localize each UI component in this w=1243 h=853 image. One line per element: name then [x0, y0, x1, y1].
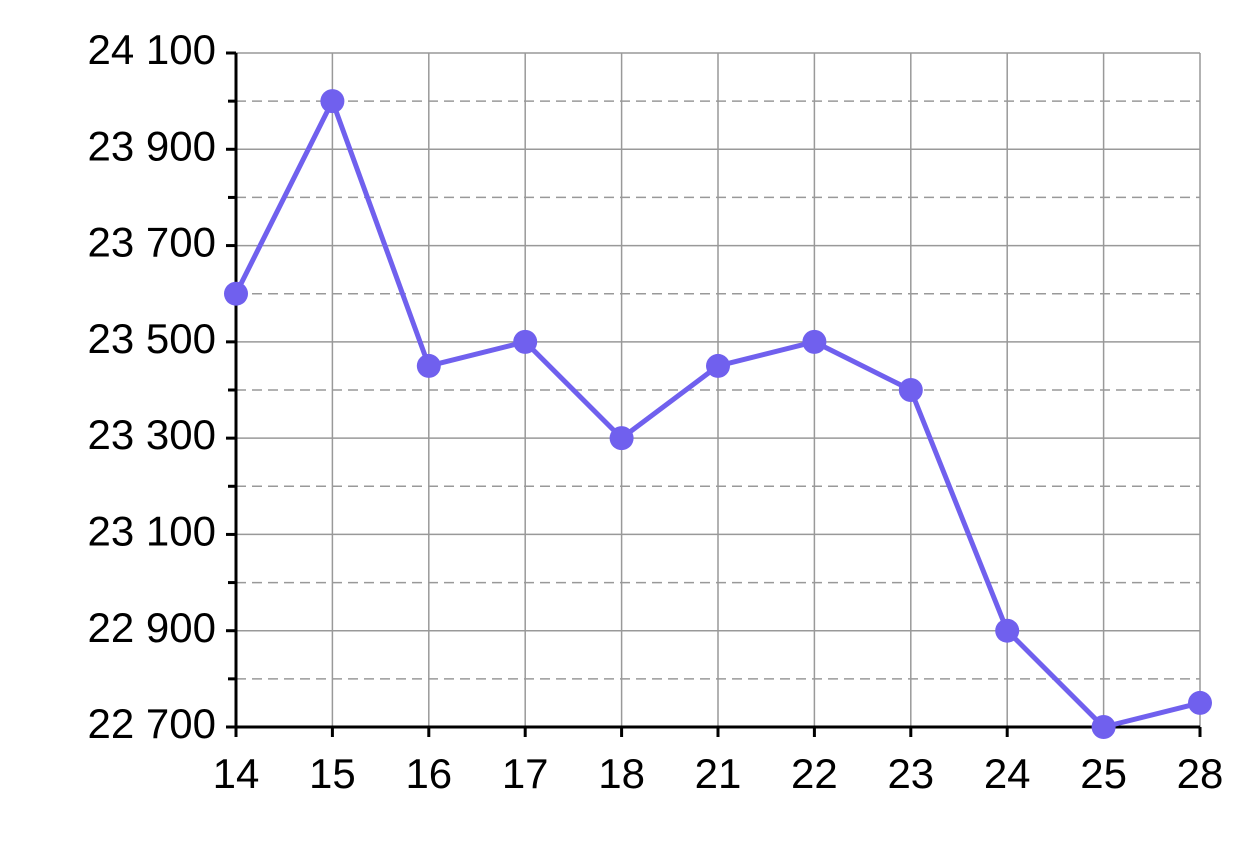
point: [1188, 690, 1212, 715]
x-tick-label: 14: [213, 750, 260, 797]
y-tick-label: 22 900: [88, 604, 216, 651]
x-tick-label: 18: [598, 750, 645, 797]
y-tick-label: 23 100: [88, 508, 216, 555]
x-tick-label: 16: [405, 750, 452, 797]
x-tick-label: 23: [887, 750, 934, 797]
x-tick-label: 28: [1177, 750, 1224, 797]
y-tick-label: 23 500: [88, 315, 216, 362]
y-tick-label: 23 700: [88, 219, 216, 266]
point: [1091, 715, 1116, 739]
x-tick-label: 25: [1080, 750, 1127, 797]
point: [802, 329, 827, 354]
point: [320, 89, 345, 114]
x-tick-label: 15: [309, 750, 356, 797]
point: [224, 281, 248, 306]
x-tick-label: 17: [502, 750, 549, 797]
y-tick-label: 24 100: [88, 26, 216, 73]
y-tick-label: 23 300: [88, 411, 216, 458]
point: [706, 353, 730, 378]
point: [995, 618, 1020, 643]
point: [416, 353, 441, 378]
point: [609, 426, 634, 451]
point: [513, 329, 538, 354]
y-tick-label: 23 900: [88, 122, 216, 169]
x-tick-label: 22: [791, 750, 838, 797]
x-tick-label: 21: [695, 750, 742, 797]
point: [898, 378, 923, 402]
x-tick-label: 24: [984, 750, 1031, 797]
y-tick-label: 22 700: [88, 700, 216, 747]
